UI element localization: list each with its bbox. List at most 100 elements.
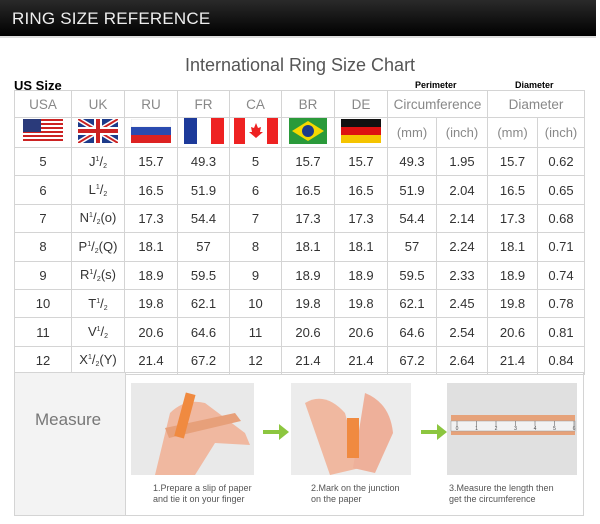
uk-size-part: (o) [100, 210, 117, 226]
uk-size-part: 1 [87, 354, 92, 362]
size-value: 15.7 [334, 146, 388, 177]
ruler-number: 4 [534, 426, 537, 432]
size-value: 21.4 [334, 345, 388, 376]
size-value: 20.6 [334, 317, 388, 347]
uk-size-part: / [91, 352, 96, 368]
column-header: FR [177, 90, 230, 118]
uk-size-part: 2 [95, 361, 100, 369]
table-row: 9 R1/2(s) 18.9 59.5 9 18.9 18.9 59.5 2.33 18.9 0.7… [14, 260, 586, 290]
ruler-number: 6 [573, 426, 576, 432]
uk-size-part: 2 [103, 191, 108, 199]
top-bar: RING SIZE REFERENCE [0, 0, 596, 38]
uk-size-part: (s) [100, 267, 116, 283]
diameter-label: Diameter [515, 80, 554, 90]
size-value: 2.14 [436, 203, 488, 234]
uk-size-part: 2 [96, 276, 101, 284]
flag-usa [14, 117, 72, 148]
flag-de [334, 117, 388, 148]
ruler: 0 1 2 3 4 5 6 [456, 421, 576, 432]
size-value: 16.5 [487, 175, 538, 205]
header-row: USA UK RU FR CA BR DE Circumference Diameter [14, 90, 586, 118]
caption-line: 3.Measure the length then [449, 483, 554, 493]
size-value: 1.95 [436, 146, 488, 177]
uk-size-part: (Y) [99, 352, 117, 368]
size-value: 15.7 [487, 146, 538, 177]
size-value: 49.3 [177, 146, 230, 177]
size-value: 62.1 [387, 288, 437, 319]
size-value: 17.3 [334, 203, 388, 234]
ruler-number: 1 [475, 426, 478, 432]
flag-ru [124, 117, 178, 148]
table-row: 10 T1/2 19.8 62.1 10 19.8 19.8 62.1 2.45 19.8 0.78 [14, 288, 586, 319]
step-2-image [291, 383, 411, 475]
uk-size-part: 1 [95, 155, 100, 163]
measure-label-cell: Measure [15, 373, 126, 515]
uk-size-part: 2 [94, 247, 99, 255]
step-caption: 2.Mark on the junction on the paper [311, 483, 400, 505]
size-value: 16.5 [334, 175, 388, 205]
measure-label: Measure [35, 410, 102, 429]
uk-size-part: 1 [87, 240, 92, 248]
step-3-image: 0 1 2 3 4 5 6 [447, 383, 577, 475]
size-value: 6 [229, 175, 282, 205]
size-value: 21.4 [281, 345, 335, 376]
uk-size-part: / [99, 153, 104, 169]
uk-size: R1/2(s) [71, 260, 125, 290]
table-row: 5 J1/2 15.7 49.3 5 15.7 15.7 49.3 1.95 15.7 0.62 [14, 146, 586, 177]
ruler-number: 3 [514, 426, 517, 432]
uk-size-part: 1 [89, 212, 93, 220]
column-header: Circumference [387, 90, 488, 118]
size-value: 17.3 [487, 203, 538, 234]
uk-size: J1/2 [71, 146, 125, 177]
size-value: 0.84 [536, 345, 586, 376]
flag-br [281, 117, 335, 148]
table-row: 7 N1/2(o) 17.3 54.4 7 17.3 17.3 54.4 2.14 17.3 0.6… [14, 203, 586, 234]
perimeter-label: Perimeter [415, 80, 457, 90]
uk-size-part: / [99, 182, 104, 198]
size-value: 59.5 [177, 260, 230, 290]
size-value: 21.4 [487, 345, 538, 376]
uk-size-part: V [87, 324, 97, 340]
size-value: 18.9 [281, 260, 335, 290]
uk-size: X1/2(Y) [71, 345, 125, 376]
size-value: 64.6 [177, 317, 230, 347]
size-value: 5 [14, 146, 72, 177]
unit-label: (inch) [436, 117, 488, 148]
ruler-number: 5 [553, 426, 556, 432]
page-header: RING SIZE REFERENCE [12, 9, 211, 28]
size-value: 8 [14, 232, 72, 262]
size-value: 0.74 [536, 260, 586, 290]
column-header: RU [124, 90, 178, 118]
uk-size-part: T [88, 295, 97, 311]
size-value: 12 [229, 345, 282, 376]
size-value: 0.65 [536, 175, 586, 205]
arrow-1 [263, 424, 289, 440]
size-value: 57 [177, 232, 230, 262]
size-value: 0.78 [536, 288, 586, 319]
uk-size-part: (Q) [98, 238, 118, 254]
arrow-2 [421, 424, 447, 440]
size-value: 2.64 [436, 345, 488, 376]
uk-size-part: N [79, 210, 90, 226]
table-row: 8 P1/2(Q) 18.1 57 8 18.1 18.1 57 2.24 18.1 0.71 [14, 232, 586, 262]
size-value: 12 [14, 345, 72, 376]
size-value: 49.3 [387, 146, 437, 177]
size-value: 20.6 [487, 317, 538, 347]
size-value: 59.5 [387, 260, 437, 290]
uk-size-part: / [92, 210, 97, 226]
measure-illustrations: 0 1 2 3 4 5 6 [131, 383, 577, 475]
size-value: 18.9 [124, 260, 178, 290]
size-value: 17.3 [124, 203, 178, 234]
size-value: 67.2 [177, 345, 230, 376]
size-value: 19.8 [281, 288, 335, 319]
column-header: DE [334, 90, 388, 118]
uk-size-part: 2 [96, 219, 101, 227]
uk-size-part: / [91, 238, 95, 254]
column-header: Diameter [486, 90, 586, 118]
size-value: 64.6 [387, 317, 437, 347]
size-value: 11 [229, 317, 282, 347]
step-caption: 3.Measure the length then get the circumf… [449, 483, 554, 505]
size-value: 19.8 [487, 288, 538, 319]
size-value: 0.68 [536, 203, 586, 234]
size-value: 51.9 [177, 175, 230, 205]
